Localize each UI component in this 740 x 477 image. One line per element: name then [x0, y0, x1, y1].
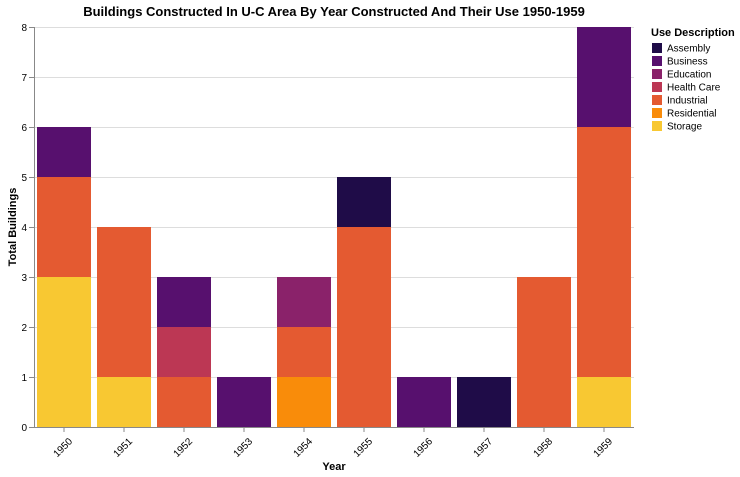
- x-tick-label: 1958: [532, 436, 556, 460]
- bar-segment-1957-assembly: [457, 377, 511, 427]
- legend-label-assembly: Assembly: [667, 44, 710, 55]
- y-axis-title: Total Buildings: [7, 188, 19, 267]
- bars: [37, 27, 631, 427]
- legend-swatch-residential: [652, 108, 662, 118]
- y-tick-label: 3: [21, 273, 27, 284]
- bar-segment-1951-storage: [97, 377, 151, 427]
- y-tick-label: 6: [21, 123, 27, 134]
- x-axis-title: Year: [322, 461, 346, 473]
- bar-segment-1950-industrial: [37, 177, 91, 277]
- bar-segment-1958-industrial: [517, 277, 571, 427]
- bar-segment-1953-business: [217, 377, 271, 427]
- legend-label-industrial: Industrial: [667, 96, 708, 107]
- bar-segment-1954-education: [277, 277, 331, 327]
- y-tick-label: 0: [21, 423, 27, 434]
- x-tick-label: 1950: [52, 436, 76, 460]
- bar-segment-1952-business: [157, 277, 211, 327]
- x-tick-label: 1959: [592, 436, 616, 460]
- bar-segment-1950-storage: [37, 277, 91, 427]
- x-tick-label: 1955: [352, 436, 376, 460]
- legend-swatch-industrial: [652, 95, 662, 105]
- legend-label-health-care: Health Care: [667, 83, 721, 94]
- legend-label-residential: Residential: [667, 109, 716, 120]
- x-tick-label: 1956: [412, 436, 436, 460]
- legend-label-storage: Storage: [667, 122, 702, 133]
- legend-label-business: Business: [667, 57, 708, 68]
- bar-segment-1952-industrial: [157, 377, 211, 427]
- bar-segment-1952-health-care: [157, 327, 211, 377]
- x-tick-label: 1952: [172, 436, 196, 460]
- bar-segment-1959-storage: [577, 377, 631, 427]
- legend-swatch-education: [652, 69, 662, 79]
- legend-swatch-assembly: [652, 43, 662, 53]
- legend-label-education: Education: [667, 70, 711, 81]
- x-tick-label: 1957: [472, 436, 496, 460]
- x-tick-label: 1954: [292, 436, 316, 460]
- y-tick-label: 8: [21, 23, 27, 34]
- bar-segment-1951-industrial: [97, 227, 151, 377]
- y-tick-label: 7: [21, 73, 27, 84]
- y-tick-label: 4: [21, 223, 27, 234]
- bar-segment-1959-business: [577, 27, 631, 127]
- x-tick-label: 1951: [112, 436, 136, 460]
- bar-segment-1955-industrial: [337, 227, 391, 427]
- legend-swatch-storage: [652, 121, 662, 131]
- bar-segment-1954-residential: [277, 377, 331, 427]
- y-tick-label: 2: [21, 323, 27, 334]
- y-tick-label: 1: [21, 373, 27, 384]
- y-tick-label: 5: [21, 173, 27, 184]
- chart-title: Buildings Constructed In U-C Area By Yea…: [83, 4, 585, 19]
- legend-swatch-business: [652, 56, 662, 66]
- bar-segment-1956-business: [397, 377, 451, 427]
- bar-segment-1954-industrial: [277, 327, 331, 377]
- x-tick-label: 1953: [232, 436, 256, 460]
- bar-segment-1959-industrial: [577, 127, 631, 377]
- legend: Use Description Assembly Business Educatio…: [651, 27, 735, 133]
- legend-title: Use Description: [651, 27, 735, 39]
- bar-segment-1950-business: [37, 127, 91, 177]
- legend-swatch-health-care: [652, 82, 662, 92]
- bar-segment-1955-assembly: [337, 177, 391, 227]
